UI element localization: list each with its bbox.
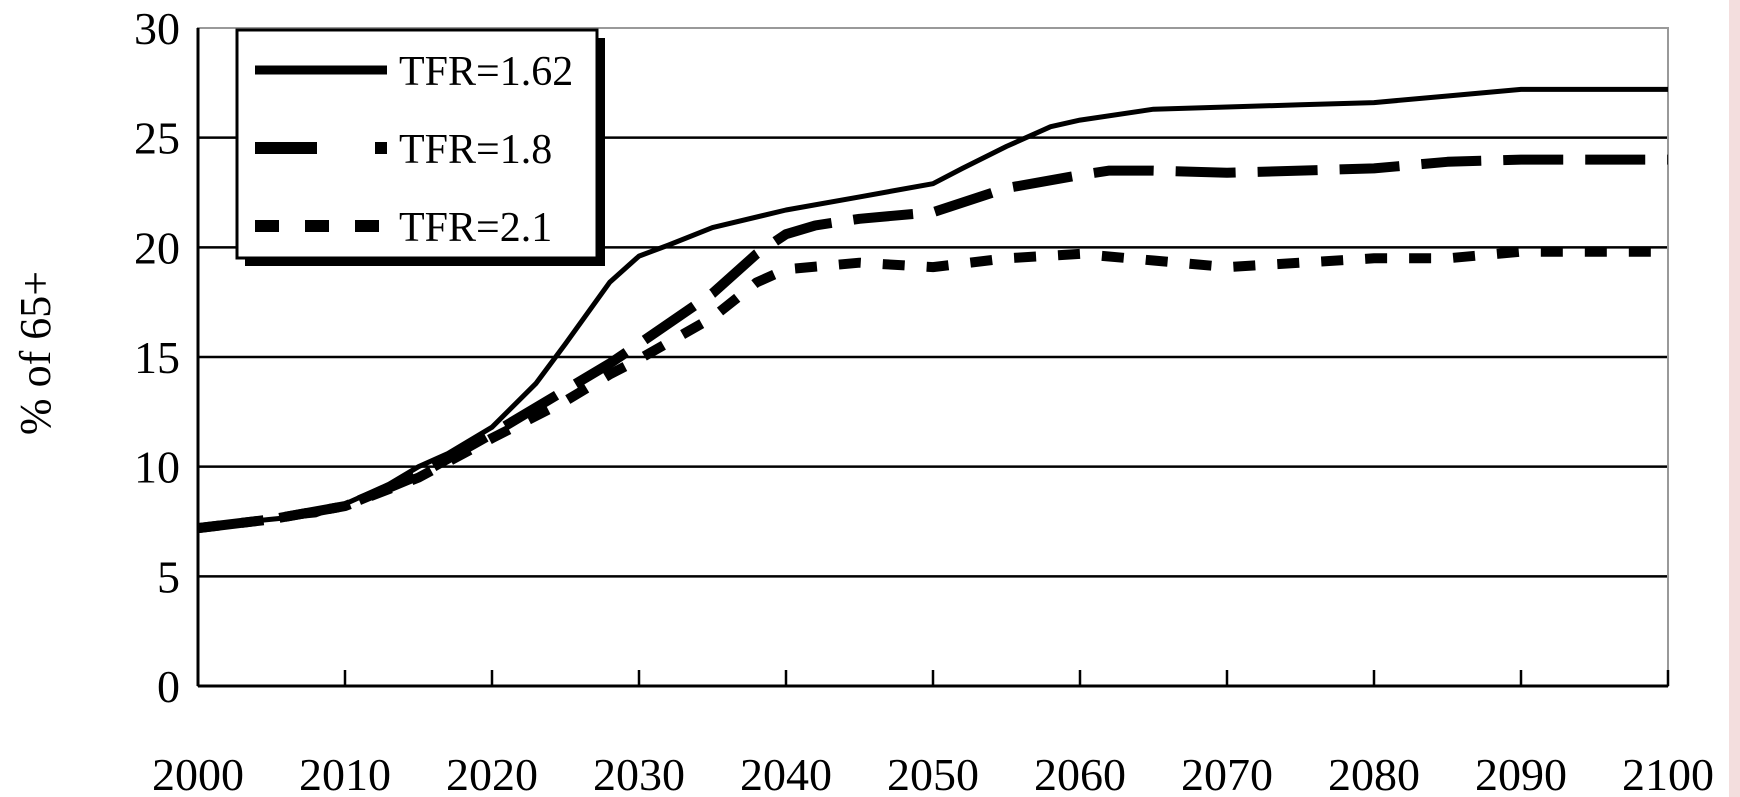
x-tick-label: 2020 — [446, 749, 538, 797]
x-tick-label: 2070 — [1181, 749, 1273, 797]
y-tick-label: 30 — [134, 3, 180, 54]
legend-label: TFR=1.62 — [399, 49, 573, 95]
right-edge-stripe — [1729, 0, 1740, 797]
y-tick-label: 0 — [157, 661, 180, 712]
x-tick-label: 2090 — [1475, 749, 1567, 797]
legend: TFR=1.62 TFR=1.8 TFR=2.1 — [235, 28, 605, 266]
x-tick-label: 2060 — [1034, 749, 1126, 797]
y-ticks: 0 5 10 15 20 25 30 — [134, 3, 180, 712]
x-tick-label: 2010 — [299, 749, 391, 797]
legend-label: TFR=1.8 — [399, 127, 552, 173]
y-tick-label: 5 — [157, 551, 180, 602]
y-tick-label: 20 — [134, 222, 180, 273]
x-tick-label: 2100 — [1622, 749, 1714, 797]
x-tick-label: 2000 — [152, 749, 244, 797]
y-axis-label: % of 65+ — [11, 271, 60, 435]
y-tick-label: 15 — [134, 332, 180, 383]
x-tick-label: 2030 — [593, 749, 685, 797]
x-tick-label: 2040 — [740, 749, 832, 797]
series-lines — [197, 86, 1668, 534]
y-tick-label: 10 — [134, 442, 180, 493]
series-line-3 — [197, 246, 1668, 534]
y-tick-label: 25 — [134, 113, 180, 164]
x-tick-label: 2050 — [887, 749, 979, 797]
legend-label: TFR=2.1 — [399, 205, 552, 251]
x-tick-label: 2080 — [1328, 749, 1420, 797]
x-ticks: 2000 2010 2020 2030 2040 2050 2060 2070 2080 2090… — [152, 670, 1714, 797]
